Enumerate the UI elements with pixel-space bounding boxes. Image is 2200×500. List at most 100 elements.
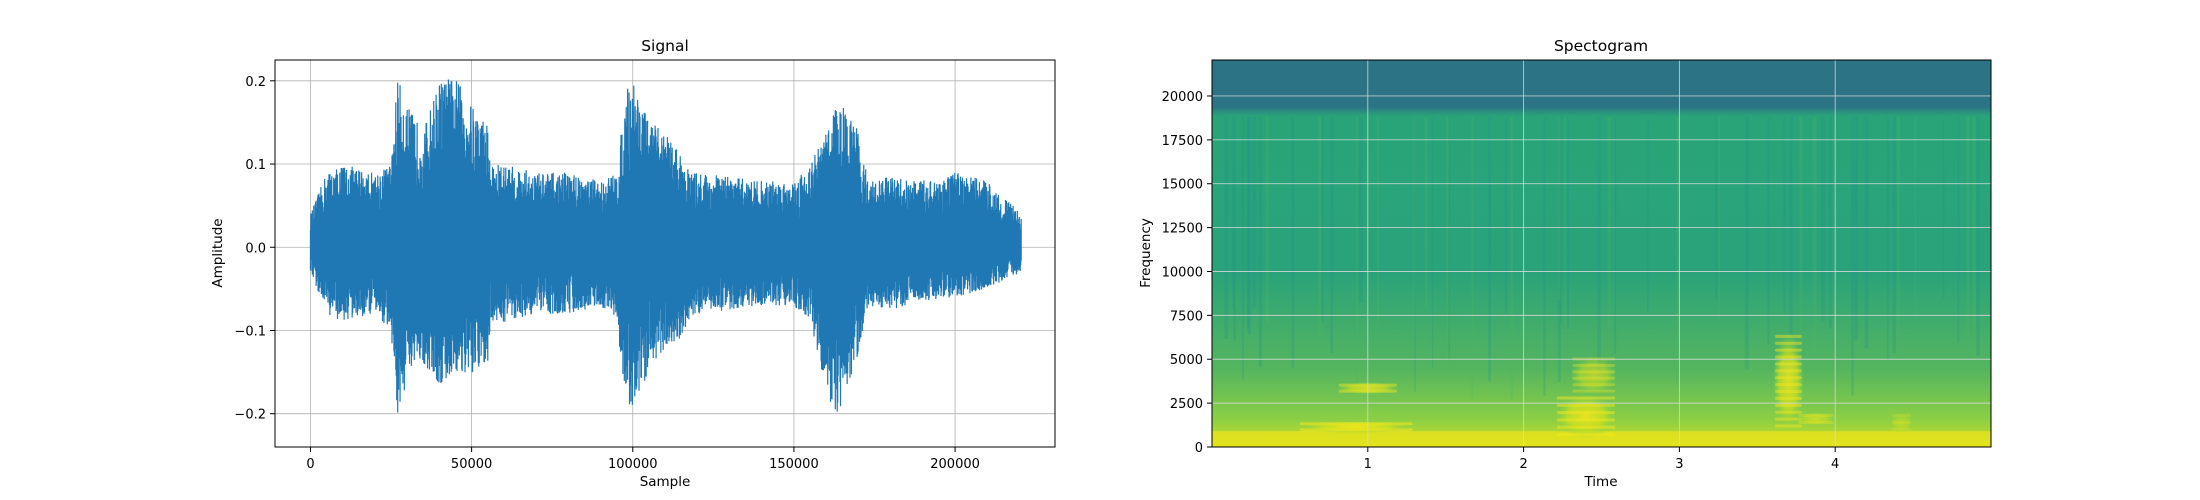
signal-x-tick-label: 150000 <box>769 457 819 472</box>
spectrogram-streak <box>1321 117 1324 322</box>
spectrogram-formant <box>1554 394 1618 439</box>
signal-waveform <box>309 79 1022 413</box>
spectrogram-harmonic <box>1798 420 1834 424</box>
signal-y-tick-label: −0.1 <box>234 324 266 339</box>
spectrogram-harmonic <box>1774 341 1803 345</box>
spectrogram-y-tick-label: 20000 <box>1162 90 1203 105</box>
spectrogram-streak <box>1597 117 1601 370</box>
spectrogram-harmonic <box>1572 370 1616 374</box>
spectrogram-streak <box>1557 117 1561 383</box>
spectrogram-x-tick-label: 4 <box>1831 457 1839 472</box>
spectrogram-y-tick-label: 5000 <box>1170 353 1203 368</box>
spectrogram-formants <box>1297 332 1914 439</box>
signal-x-tick-label: 0 <box>306 457 314 472</box>
spectrogram-harmonic <box>1774 369 1803 373</box>
spectrogram-streak <box>1614 117 1617 354</box>
spectrogram-y-tick-label: 15000 <box>1162 178 1203 193</box>
signal-panel: 0 50000 100000 150000 200000 −0.2 −0.1 0.0 0.1 0… <box>210 37 1056 490</box>
spectrogram-harmonic <box>1774 403 1803 407</box>
spectrogram-streak <box>1647 117 1649 315</box>
spectrogram-streak <box>1413 117 1417 347</box>
spectrogram-streak <box>1864 117 1869 349</box>
signal-y-tick-label: 0.2 <box>245 75 266 90</box>
signal-y-tick-label: −0.2 <box>234 408 266 423</box>
spectrogram-harmonic <box>1572 383 1616 387</box>
spectrogram-streak <box>1424 117 1428 308</box>
spectrogram-harmonic <box>1572 389 1616 393</box>
spectrogram-streak <box>1504 117 1507 314</box>
spectrogram-streak <box>1972 117 1976 369</box>
spectrogram-streak <box>1488 117 1491 382</box>
spectrogram-harmonic <box>1572 376 1616 380</box>
spectrogram-harmonic <box>1774 417 1803 421</box>
spectrogram-harmonic <box>1774 383 1803 387</box>
spectrogram-streak <box>1252 117 1257 308</box>
spectrogram-formant <box>1570 355 1618 395</box>
spectrogram-harmonic <box>1299 422 1413 426</box>
signal-x-tick-label: 200000 <box>930 457 980 472</box>
spectrogram-harmonic <box>1774 424 1803 428</box>
signal-title: Signal <box>641 37 689 55</box>
spectrogram-streak <box>1471 117 1474 398</box>
spectrogram-harmonic <box>1891 427 1912 431</box>
spectrogram-y-tick-label: 2500 <box>1170 397 1203 412</box>
spectrogram-streak <box>1767 117 1770 345</box>
spectrogram-title: Spectogram <box>1554 37 1648 55</box>
spectrogram-x-tick-label: 1 <box>1364 457 1372 472</box>
spectrogram-streak <box>1914 117 1917 320</box>
spectrogram-harmonic <box>1556 425 1616 429</box>
signal-x-tick-label: 50000 <box>451 457 492 472</box>
spectrogram-streak <box>1896 117 1900 357</box>
spectrogram-streak <box>1564 117 1566 388</box>
spectrogram-streak <box>1744 117 1749 370</box>
spectrogram-streak <box>1448 117 1450 361</box>
spectrogram-harmonic <box>1556 433 1616 437</box>
spectrogram-harmonic <box>1774 348 1803 352</box>
spectrogram-streak <box>1232 117 1235 309</box>
spectrogram-harmonic <box>1774 362 1803 366</box>
spectrogram-y-tick-label: 17500 <box>1162 134 1203 149</box>
spectrogram-streak <box>1567 117 1569 330</box>
spectrogram-harmonic <box>1556 411 1616 415</box>
spectrogram-axes-frame <box>1211 59 1992 448</box>
spectrogram-streak <box>1851 117 1854 396</box>
spectrogram-streak <box>1942 117 1945 298</box>
spectrogram-streak <box>1783 117 1786 314</box>
signal-x-tick-label: 100000 <box>608 457 658 472</box>
spectrogram-streak <box>1812 117 1817 354</box>
spectrogram-streak <box>1358 117 1363 302</box>
spectrogram-formant <box>1889 411 1914 433</box>
spectrogram-streak <box>1445 117 1449 375</box>
spectrogram-streak <box>1510 117 1513 399</box>
spectrogram-streak <box>1414 117 1416 392</box>
spectrogram-x-tick-label: 3 <box>1675 457 1683 472</box>
spectrogram-harmonic <box>1774 355 1803 359</box>
spectrogram-streak <box>1431 117 1434 369</box>
spectrogram-streak <box>1291 117 1295 369</box>
spectrogram-streak <box>1613 117 1615 357</box>
spectrogram-streak <box>1676 117 1681 381</box>
spectrogram-y-ticks: 0 2500 5000 7500 10000 12500 15000 17500 20000 <box>1162 90 1212 456</box>
spectrogram-harmonic <box>1891 413 1912 417</box>
spectrogram-harmonic <box>1798 413 1834 417</box>
spectrogram-streak <box>1829 117 1832 329</box>
signal-y-tick-label: 0.1 <box>245 158 266 173</box>
spectrogram-x-label: Time <box>1583 474 1617 490</box>
spectrogram-streak <box>1247 117 1250 328</box>
spectrogram-streak <box>1265 117 1269 324</box>
spectrogram-low-band <box>1212 431 1991 447</box>
spectrogram-streak <box>1854 117 1858 341</box>
signal-x-label: Sample <box>640 474 691 490</box>
spectrogram-harmonic <box>1774 396 1803 400</box>
signal-x-ticks: 0 50000 100000 150000 200000 <box>306 447 980 472</box>
spectrogram-streak <box>1233 117 1236 341</box>
spectrogram-harmonic <box>1891 420 1912 424</box>
spectrogram-streak <box>1247 117 1251 335</box>
spectrogram-streak <box>1355 117 1358 388</box>
signal-y-tick-label: 0.0 <box>245 241 266 256</box>
spectrogram-streak <box>1557 117 1561 301</box>
spectrogram-streak <box>1607 117 1612 364</box>
signal-y-label: Amplitude <box>210 218 226 287</box>
spectrogram-harmonic <box>1556 396 1616 400</box>
